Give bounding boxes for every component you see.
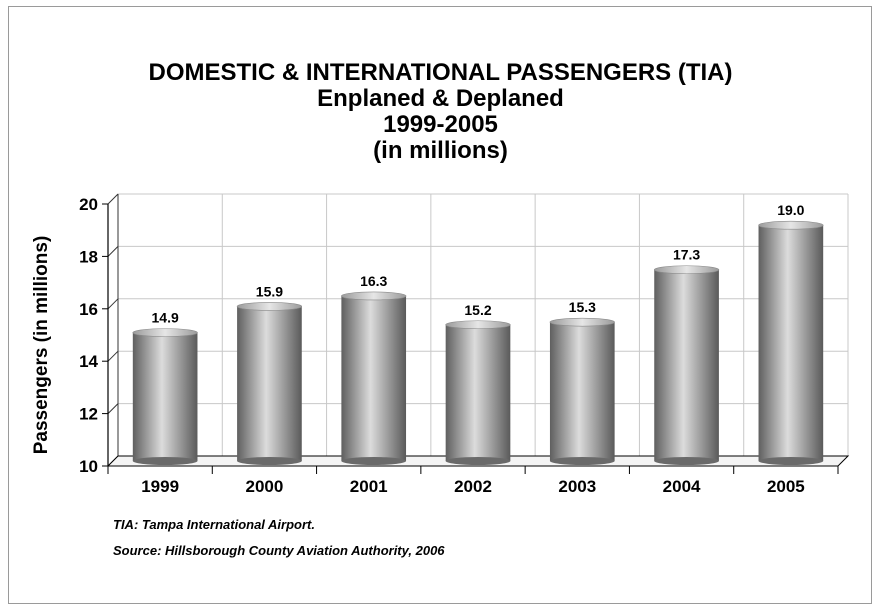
bar-base [445, 457, 511, 465]
labels: 10 12 14 16 18 20 14.9 1999 15.9 2000 16.3 2001 15.2… [79, 195, 805, 496]
data-label: 15.9 [256, 283, 283, 299]
bar-cap [236, 302, 303, 311]
x-tick-label: 2005 [767, 477, 805, 496]
bars [132, 220, 824, 465]
bar-cap [758, 220, 824, 230]
bar-base [341, 457, 407, 465]
x-tick-label: 1999 [141, 477, 179, 496]
wall-diagonal [107, 246, 119, 257]
y-tick-label: 20 [79, 195, 98, 214]
bar [341, 295, 407, 461]
y-tick-label: 14 [79, 352, 98, 371]
bar-cap [653, 265, 720, 275]
wall-diagonal [107, 193, 119, 205]
bar-base [549, 457, 615, 465]
bar [132, 332, 198, 461]
bar [237, 306, 302, 461]
chart-subtitle-3: (in millions) [373, 137, 508, 164]
abbreviation-note: TIA: Tampa International Airport. [113, 517, 315, 532]
data-label: 15.2 [464, 302, 491, 318]
data-label: 17.3 [673, 247, 700, 263]
chart-subtitle-2: 1999-2005 [383, 111, 498, 138]
y-axis-label: Passengers (in millions) [31, 236, 52, 455]
y-tick-label: 18 [79, 247, 98, 266]
bar-base [654, 457, 719, 465]
wall-diagonal [107, 403, 119, 414]
y-tick-label: 12 [79, 405, 98, 424]
y-tick-label: 10 [79, 457, 98, 476]
x-tick-label: 2001 [350, 477, 388, 496]
bar [445, 324, 511, 461]
chart-titles: DOMESTIC & INTERNATIONAL PASSENGERS (TIA… [0, 60, 881, 164]
x-tick-label: 2002 [454, 477, 492, 496]
bar-cap [445, 320, 511, 330]
source-note: Source: Hillsborough County Aviation Aut… [113, 543, 445, 558]
y-tick-label: 16 [79, 300, 98, 319]
bar-base [758, 457, 824, 465]
chart-subtitle-1: Enplaned & Deplaned [317, 85, 564, 112]
chart-title: DOMESTIC & INTERNATIONAL PASSENGERS (TIA… [148, 59, 733, 86]
bar [758, 225, 824, 461]
bar-base [237, 457, 302, 465]
bar-cap [549, 317, 615, 327]
x-tick-label: 2000 [246, 477, 284, 496]
x-tick-label: 2004 [663, 477, 701, 496]
bar [549, 322, 615, 461]
chart-frame [8, 6, 872, 604]
x-tick-label: 2003 [558, 477, 596, 496]
bar-cap [341, 291, 407, 301]
wall-diagonal [107, 298, 119, 310]
data-label: 15.3 [569, 299, 596, 315]
bar-cap [132, 328, 198, 337]
bar-base [132, 457, 198, 465]
data-label: 19.0 [777, 202, 804, 218]
wall-diagonal [107, 350, 119, 362]
data-label: 16.3 [360, 273, 387, 289]
data-label: 14.9 [152, 310, 179, 326]
bar [654, 269, 719, 461]
